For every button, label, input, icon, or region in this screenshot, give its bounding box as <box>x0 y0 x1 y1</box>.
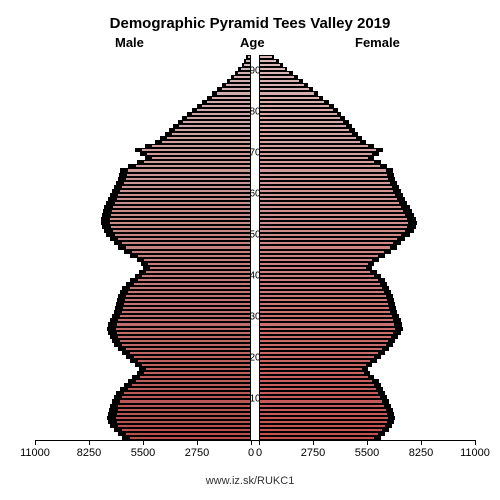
x-axis-line <box>35 440 475 441</box>
x-tick <box>251 440 252 445</box>
age-tick-label: 20 <box>249 353 261 364</box>
x-tick-label: 0 <box>241 447 277 459</box>
age-tick-label: 50 <box>249 230 261 241</box>
x-tick-label: 8250 <box>403 447 439 459</box>
x-tick <box>89 440 90 445</box>
age-tick-label: 40 <box>249 271 261 282</box>
x-tick-label: 11000 <box>457 447 493 459</box>
age-tick-label: 70 <box>249 148 261 159</box>
source-url: www.iz.sk/RUKC1 <box>0 475 500 487</box>
demographic-pyramid-chart: Demographic Pyramid Tees Valley 2019 Mal… <box>0 0 500 500</box>
male-half <box>35 55 251 440</box>
x-tick <box>475 440 476 445</box>
x-tick-label: 2750 <box>179 447 215 459</box>
x-tick <box>313 440 314 445</box>
x-tick <box>197 440 198 445</box>
x-tick-label: 5500 <box>349 447 385 459</box>
x-tick <box>143 440 144 445</box>
age-tick-label: 30 <box>249 312 261 323</box>
female-half <box>259 55 475 440</box>
age-tick-label: 90 <box>249 66 261 77</box>
x-tick-label: 8250 <box>71 447 107 459</box>
x-tick <box>259 440 260 445</box>
age-tick-label: 10 <box>249 394 261 405</box>
x-tick-label: 2750 <box>295 447 331 459</box>
chart-title: Demographic Pyramid Tees Valley 2019 <box>0 15 500 32</box>
female-label: Female <box>355 35 400 50</box>
x-tick <box>35 440 36 445</box>
age-tick-label: 60 <box>249 189 261 200</box>
male-label: Male <box>115 35 144 50</box>
age-tick-label: 80 <box>249 107 261 118</box>
x-tick <box>421 440 422 445</box>
x-tick-label: 11000 <box>17 447 53 459</box>
x-tick <box>367 440 368 445</box>
x-tick-label: 5500 <box>125 447 161 459</box>
age-label: Age <box>240 35 265 50</box>
